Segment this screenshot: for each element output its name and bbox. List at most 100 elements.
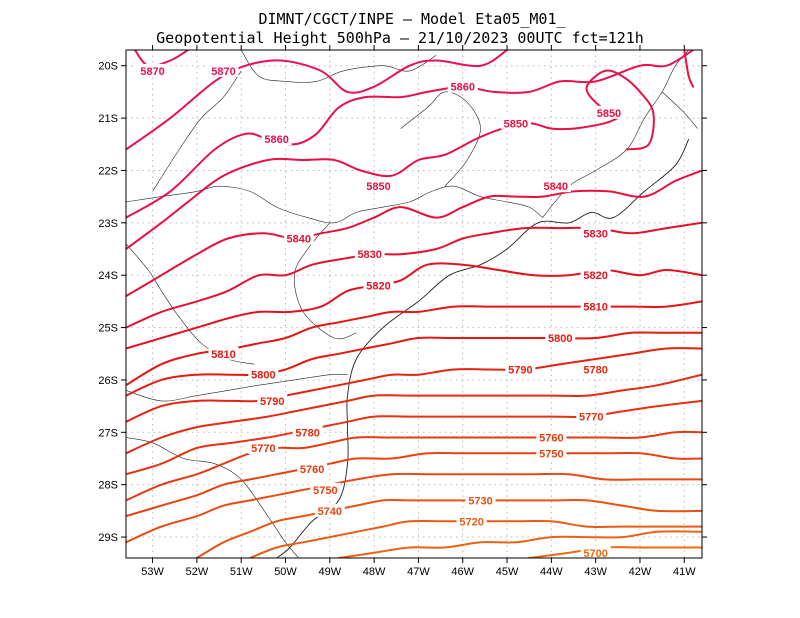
contour-label: 5800	[548, 333, 572, 345]
contour-label-background	[593, 105, 624, 119]
x-tick-label: 47W	[407, 566, 430, 578]
geopotential-contours	[126, 50, 702, 558]
contour-label-background	[363, 278, 394, 292]
contour-label-background	[580, 545, 611, 559]
contour-label-background	[465, 493, 496, 507]
state-border	[293, 222, 357, 340]
contour-label: 5760	[300, 464, 324, 476]
contour-line-5840	[126, 169, 702, 298]
x-tick-label: 50W	[274, 566, 297, 578]
contour-line-5750	[126, 451, 702, 518]
contour-label: 5830	[583, 228, 607, 240]
contour-label-background	[536, 430, 567, 444]
contour-label: 5800	[251, 370, 275, 382]
contour-label: 5780	[295, 427, 319, 439]
x-tick-label: 51W	[230, 566, 253, 578]
contour-label: 5820	[366, 281, 390, 293]
contour-label-background	[314, 503, 345, 517]
contour-label-background	[540, 179, 571, 193]
contour-line-5760	[126, 430, 702, 502]
contour-label: 5850	[504, 118, 528, 130]
contour-label-background	[248, 441, 279, 455]
x-tick-label: 42W	[629, 566, 652, 578]
contour-label-background	[500, 116, 531, 130]
x-tick-label: 48W	[363, 566, 386, 578]
contour-label: 5740	[318, 506, 342, 518]
contour-line-5870	[126, 50, 508, 151]
state-border	[126, 185, 543, 224]
contour-label-background	[208, 346, 239, 360]
y-tick-label: 26S	[98, 375, 118, 387]
contour-line-5780	[126, 373, 702, 455]
y-tick-label: 28S	[98, 480, 118, 492]
contour-label-background	[580, 226, 611, 240]
contour-label: 5810	[583, 302, 607, 314]
contour-label: 5730	[468, 495, 492, 507]
contour-label-background	[456, 514, 487, 528]
contour-line-5870	[133, 50, 189, 68]
contour-label: 5790	[508, 364, 532, 376]
contour-line-5850	[683, 50, 695, 88]
contour-label-background	[137, 63, 168, 77]
contour-label: 5750	[539, 448, 563, 460]
contour-label: 5870	[140, 66, 164, 78]
contour-line-5730	[195, 499, 702, 558]
y-tick-label: 27S	[98, 427, 118, 439]
contour-label-background	[580, 268, 611, 282]
state-border	[400, 91, 481, 187]
contour-line-5860	[126, 50, 695, 219]
contour-label: 5770	[251, 443, 275, 455]
x-tick-label: 44W	[540, 566, 563, 578]
y-tick-label: 21S	[98, 113, 118, 125]
contour-line-5700	[528, 546, 702, 558]
longitude-axis: 53W 52W 51W 50W 49W 48W 47W 46W 45W 44W 43W 42W 41W	[141, 45, 696, 578]
state-border	[126, 437, 300, 558]
contour-label-background	[536, 446, 567, 460]
coastline	[276, 138, 690, 558]
contour-label: 5850	[366, 181, 390, 193]
y-tick-label: 29S	[98, 532, 118, 544]
contour-label: 5850	[597, 108, 621, 120]
contour-label-background	[257, 393, 288, 407]
contour-line-5790	[126, 347, 702, 423]
contour-label-background	[580, 299, 611, 313]
x-tick-label: 46W	[451, 566, 474, 578]
contour-label-background	[576, 409, 607, 423]
y-tick-label: 20S	[98, 61, 118, 73]
x-tick-label: 52W	[186, 566, 209, 578]
contour-line-5810	[126, 300, 702, 387]
contour-labels: 5870 5870 5860 5850 5850 5860 5850 5840 5840 5830…	[137, 63, 624, 560]
map-boundaries	[126, 50, 698, 558]
lat-lon-grid	[126, 50, 702, 558]
contour-label: 5700	[583, 548, 607, 560]
contour-label-background	[261, 132, 292, 146]
x-tick-label: 49W	[319, 566, 342, 578]
contour-line-5740	[126, 472, 702, 544]
y-tick-label: 23S	[98, 218, 118, 230]
contour-label: 5770	[579, 412, 603, 424]
contour-label: 5860	[264, 134, 288, 146]
contour-label: 5790	[260, 396, 284, 408]
state-border	[542, 50, 689, 218]
contour-line-5850	[126, 117, 619, 250]
state-border	[661, 91, 698, 129]
contour-label-background	[292, 425, 323, 439]
contour-label-background	[580, 362, 611, 376]
contour-label: 5760	[539, 433, 563, 445]
contour-label-background	[248, 367, 279, 381]
contour-line-5720	[249, 519, 702, 558]
state-border	[126, 374, 348, 402]
contour-label-background	[283, 231, 314, 245]
contour-label-background	[297, 461, 328, 475]
title-line-2: Geopotential Height 500hPa – 21/10/2023 …	[156, 29, 644, 47]
contour-label: 5810	[211, 349, 235, 361]
contour-label-background	[310, 482, 341, 496]
contour-label-background	[505, 362, 536, 376]
contour-label: 5840	[544, 181, 568, 193]
contour-label: 5780	[583, 364, 607, 376]
contour-label: 5720	[459, 516, 483, 528]
contour-line-5710	[337, 530, 702, 558]
y-tick-label: 25S	[98, 323, 118, 335]
y-tick-label: 24S	[98, 270, 118, 282]
